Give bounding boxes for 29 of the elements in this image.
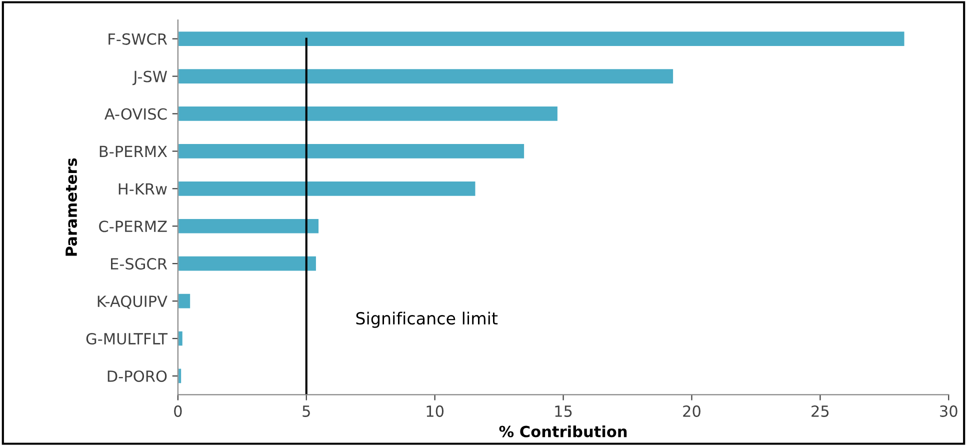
x-tick-label: 20 [683,405,700,417]
bar [178,255,318,272]
y-tick-label: J-SW [132,70,168,86]
x-tick-label: 10 [426,405,444,417]
x-tick-label: 25 [812,405,829,417]
y-tick-label: D-PORO [108,370,167,382]
y-tick-label: K-AQUIPV [98,296,168,309]
bar [178,330,184,348]
x-tick-label: 15 [555,406,572,417]
bar [178,30,906,48]
y-tick-label: A-OVISC [104,108,167,120]
y-tick-label: E-SGCR [111,258,168,270]
y-tick-label: H-KRw [118,183,167,194]
bar [178,142,526,160]
y-tick-label: B-PERMX [100,146,168,157]
ref-line-label: Significance limit [356,312,498,328]
bar [178,105,559,122]
x-tick-label: 0 [174,405,182,417]
y-tick-label: F-SWCR [108,33,168,45]
bar [178,292,192,310]
y-axis-title: Parameters [66,158,78,256]
bar [178,218,320,235]
y-tick-label: G-MULTFLT [86,332,168,345]
x-axis-title: % Contribution [499,425,627,438]
y-tick-label: C-PERMZ [99,220,167,232]
bar [178,68,674,85]
x-tick-label: 5 [302,406,310,417]
x-tick-label: 30 [940,405,958,417]
bar [178,180,477,198]
